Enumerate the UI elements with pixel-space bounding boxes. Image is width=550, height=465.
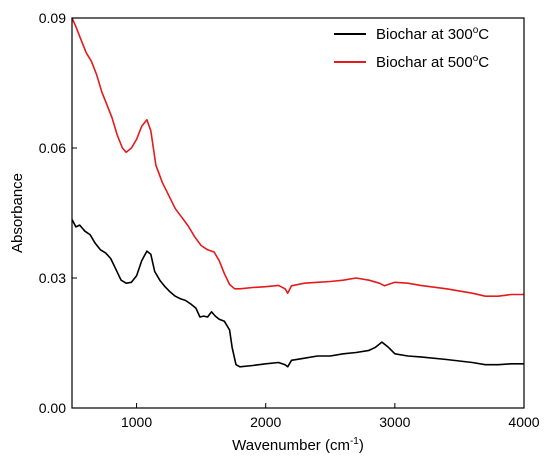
ticks-layer: 1000 2000 3000 4000 0.00 0.03 0.06 0.09: [39, 10, 540, 430]
series-layer: [71, 17, 524, 368]
x-tick-label: 3000: [379, 414, 410, 430]
y-axis-title: Absorbance: [9, 173, 26, 253]
y-tick-label: 0.00: [39, 400, 66, 416]
legend-label-2: Biochar at 500oC: [376, 53, 489, 71]
series-line-1: [71, 219, 524, 368]
series-line-2: [71, 17, 524, 297]
x-tick-label: 4000: [508, 414, 539, 430]
y-tick-label: 0.06: [39, 140, 66, 156]
x-tick-label: 1000: [121, 414, 152, 430]
y-tick-label: 0.09: [39, 10, 66, 26]
plot-frame: [71, 17, 525, 409]
x-tick-label: 2000: [250, 414, 281, 430]
y-tick-label: 0.03: [39, 270, 66, 286]
x-axis-title: Wavenumber (cm-1): [232, 436, 364, 454]
legend: Biochar at 300oC Biochar at 500oC: [334, 25, 489, 71]
legend-label-1: Biochar at 300oC: [376, 25, 489, 43]
